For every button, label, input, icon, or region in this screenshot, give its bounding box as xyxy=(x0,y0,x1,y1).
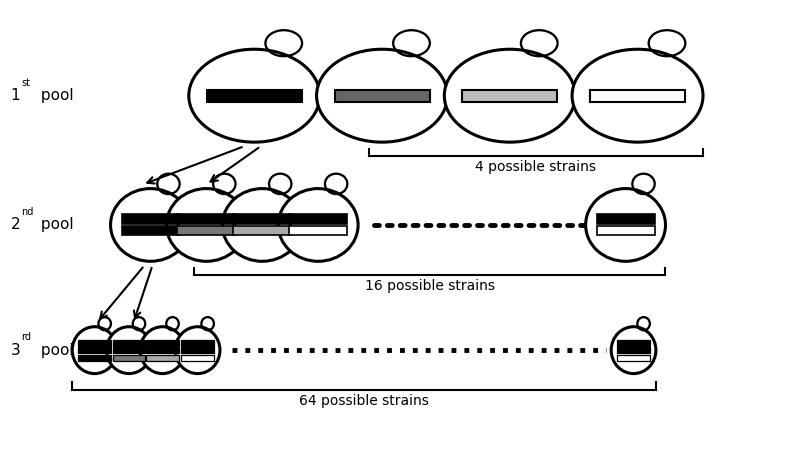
Bar xyxy=(233,214,291,224)
Text: 64 possible strains: 64 possible strains xyxy=(299,394,429,408)
Text: 2: 2 xyxy=(10,218,20,232)
Bar xyxy=(146,340,178,346)
Bar xyxy=(233,226,291,236)
Bar xyxy=(112,347,145,353)
Text: 16 possible strains: 16 possible strains xyxy=(365,280,495,293)
Bar xyxy=(617,347,649,353)
Text: st: st xyxy=(21,78,30,88)
Bar xyxy=(617,340,649,346)
Bar xyxy=(334,90,429,102)
Ellipse shape xyxy=(444,49,575,142)
Bar xyxy=(112,355,145,361)
Bar xyxy=(146,355,178,361)
Text: rd: rd xyxy=(21,332,31,342)
Text: pool: pool xyxy=(36,343,74,358)
Ellipse shape xyxy=(107,327,151,374)
Ellipse shape xyxy=(585,188,665,261)
Bar xyxy=(177,214,235,224)
Ellipse shape xyxy=(189,49,320,142)
Ellipse shape xyxy=(166,188,246,261)
Bar xyxy=(177,226,235,236)
Bar xyxy=(596,226,654,236)
Ellipse shape xyxy=(111,188,190,261)
Bar xyxy=(121,214,179,224)
Text: nd: nd xyxy=(21,207,34,217)
Text: pool: pool xyxy=(36,88,74,103)
Ellipse shape xyxy=(316,49,447,142)
Bar xyxy=(181,355,214,361)
Bar xyxy=(79,347,111,353)
Ellipse shape xyxy=(175,327,220,374)
Text: 3: 3 xyxy=(10,343,21,358)
Bar xyxy=(462,90,556,102)
Bar xyxy=(146,347,178,353)
Bar xyxy=(121,226,179,236)
Bar xyxy=(596,214,654,224)
Ellipse shape xyxy=(222,188,302,261)
Text: pool: pool xyxy=(36,218,74,232)
Text: 1: 1 xyxy=(10,88,20,103)
Bar xyxy=(79,340,111,346)
Bar xyxy=(79,355,111,361)
Bar xyxy=(289,214,347,224)
Bar xyxy=(181,347,214,353)
Ellipse shape xyxy=(72,327,116,374)
Bar xyxy=(289,226,347,236)
Bar xyxy=(112,340,145,346)
Bar xyxy=(206,90,301,102)
Ellipse shape xyxy=(572,49,702,142)
Ellipse shape xyxy=(140,327,185,374)
Bar xyxy=(181,340,214,346)
Bar xyxy=(589,90,684,102)
Bar xyxy=(617,355,649,361)
Ellipse shape xyxy=(610,327,655,374)
Ellipse shape xyxy=(278,188,357,261)
Text: 4 possible strains: 4 possible strains xyxy=(475,160,596,174)
